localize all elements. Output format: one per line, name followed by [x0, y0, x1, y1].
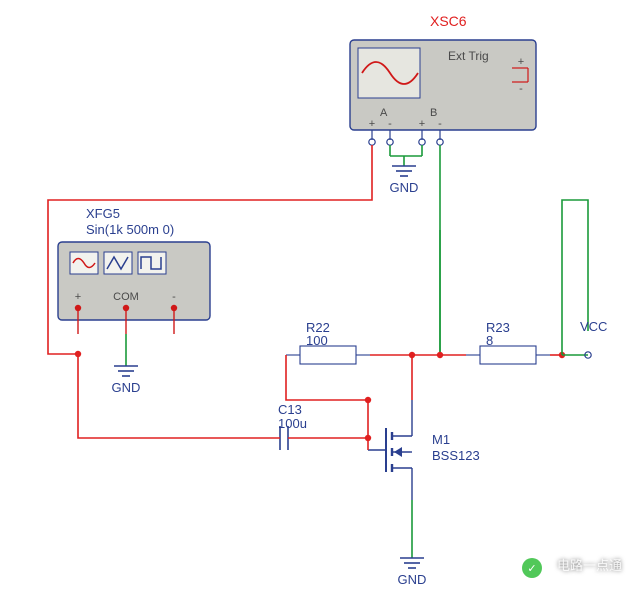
svg-text:-: - [172, 291, 176, 303]
svg-text:A: A [380, 107, 388, 119]
svg-text:XFG5: XFG5 [86, 206, 120, 221]
svg-text:M1: M1 [432, 432, 450, 447]
svg-text:-: - [519, 83, 523, 95]
svg-text:Sin(1k 500m 0): Sin(1k 500m 0) [86, 222, 174, 237]
svg-text:GND: GND [398, 572, 427, 587]
svg-text:B: B [430, 107, 437, 119]
svg-text:+: + [419, 118, 425, 130]
svg-text:+: + [518, 56, 524, 68]
wechat-icon: ✓ [522, 558, 542, 578]
svg-text:VCC: VCC [580, 319, 607, 334]
svg-text:Ext Trig: Ext Trig [448, 49, 489, 63]
svg-text:+: + [75, 291, 81, 303]
svg-text:XSC6: XSC6 [430, 13, 467, 29]
watermark-text: 电路一点通 [557, 555, 622, 574]
svg-text:C13: C13 [278, 402, 302, 417]
svg-text:-: - [438, 118, 442, 130]
svg-text:GND: GND [390, 180, 419, 195]
svg-text:COM: COM [113, 291, 139, 303]
svg-text:100u: 100u [278, 416, 307, 431]
schematic-canvas: XSC6Ext Trig+-AB+-+-GNDXFG5Sin(1k 500m 0… [0, 0, 640, 592]
svg-text:-: - [388, 118, 392, 130]
svg-text:+: + [369, 118, 375, 130]
svg-text:GND: GND [112, 380, 141, 395]
svg-text:BSS123: BSS123 [432, 448, 480, 463]
